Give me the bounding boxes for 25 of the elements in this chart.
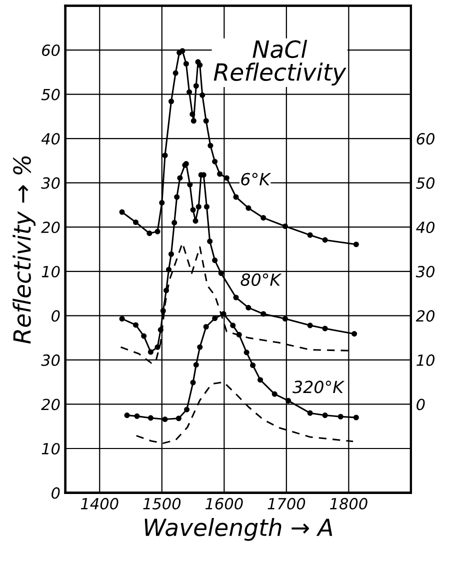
y-tick-label: 60 [42, 44, 60, 56]
text: NaCl Reflectivity [214, 40, 346, 86]
y-tick-label: 50 [41, 88, 60, 100]
y2-tick-label: 0 [416, 398, 425, 410]
y2-tick-label: 50 [416, 177, 434, 189]
x-tick-label: 1800 [330, 498, 368, 510]
y-tick-label: 20 [41, 222, 60, 234]
y2-tick-label: 10 [416, 354, 434, 366]
y-tick-label: 10 [42, 266, 60, 278]
y2-tick-label: 60 [416, 133, 434, 145]
x-tick-label: 1700 [268, 498, 306, 510]
x-axis-title: Wavelength → A [144, 518, 332, 541]
y-axis-title: Reflectivity → % [12, 156, 36, 344]
series-label: 6°K [241, 172, 272, 186]
y2-tick-label: 40 [416, 222, 434, 234]
series-label: 320°K [292, 380, 345, 394]
x-tick-label: 1400 [80, 498, 118, 510]
x-tick-label: 1500 [143, 498, 181, 510]
y-tick-label: 40 [41, 133, 60, 145]
x-tick-label: 1600 [205, 498, 243, 510]
y2-tick-label: 20 [416, 310, 434, 322]
series-label: 80°K [240, 273, 282, 286]
y2-tick-label: 30 [416, 266, 434, 278]
y-tick-label: 30 [41, 177, 60, 189]
y-tick-label: 0 [52, 310, 60, 322]
